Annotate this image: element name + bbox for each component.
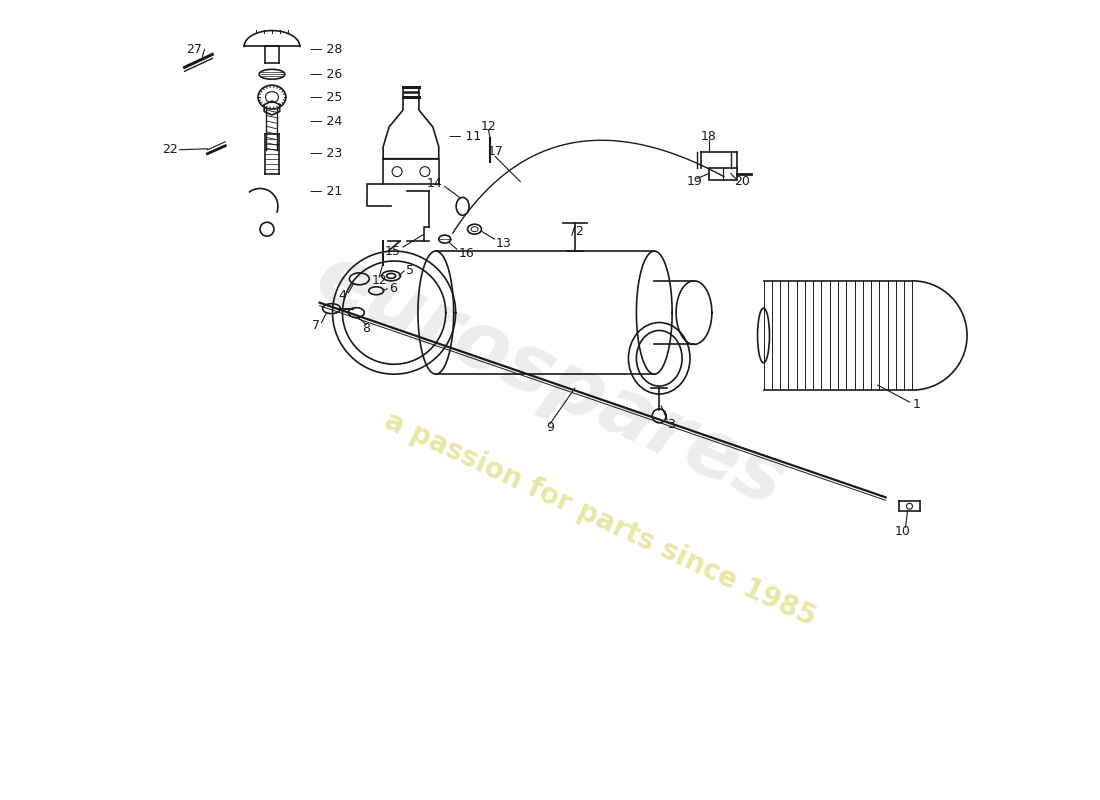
Text: 14: 14: [427, 177, 442, 190]
Text: 17: 17: [487, 146, 504, 158]
Text: 8: 8: [362, 322, 371, 335]
Text: — 28: — 28: [310, 43, 342, 56]
Text: eurospares: eurospares: [302, 238, 798, 523]
Text: 20: 20: [734, 175, 749, 188]
Text: 15: 15: [385, 245, 402, 258]
Text: 22: 22: [162, 143, 177, 156]
Text: — 11: — 11: [449, 130, 481, 143]
Text: 2: 2: [575, 225, 583, 238]
Text: 9: 9: [546, 422, 554, 434]
Text: — 26: — 26: [310, 68, 342, 81]
Text: — 21: — 21: [310, 185, 342, 198]
Text: 7: 7: [311, 319, 320, 332]
Text: 6: 6: [389, 282, 397, 295]
Text: — 24: — 24: [310, 115, 342, 129]
Text: 16: 16: [459, 246, 474, 259]
Text: 19: 19: [688, 175, 703, 188]
Text: a passion for parts since 1985: a passion for parts since 1985: [379, 406, 820, 632]
Text: 3: 3: [668, 418, 675, 431]
Text: — 23: — 23: [310, 147, 342, 160]
Text: 10: 10: [894, 525, 911, 538]
Text: 13: 13: [495, 237, 512, 250]
Text: 12: 12: [481, 121, 496, 134]
Text: 27: 27: [187, 43, 202, 56]
Text: 12: 12: [372, 274, 387, 287]
Text: 4: 4: [339, 290, 346, 302]
Text: 1: 1: [913, 398, 921, 411]
Bar: [708, 168, 737, 179]
Text: 18: 18: [701, 130, 717, 143]
Text: 5: 5: [406, 265, 414, 278]
Text: — 25: — 25: [310, 90, 342, 104]
